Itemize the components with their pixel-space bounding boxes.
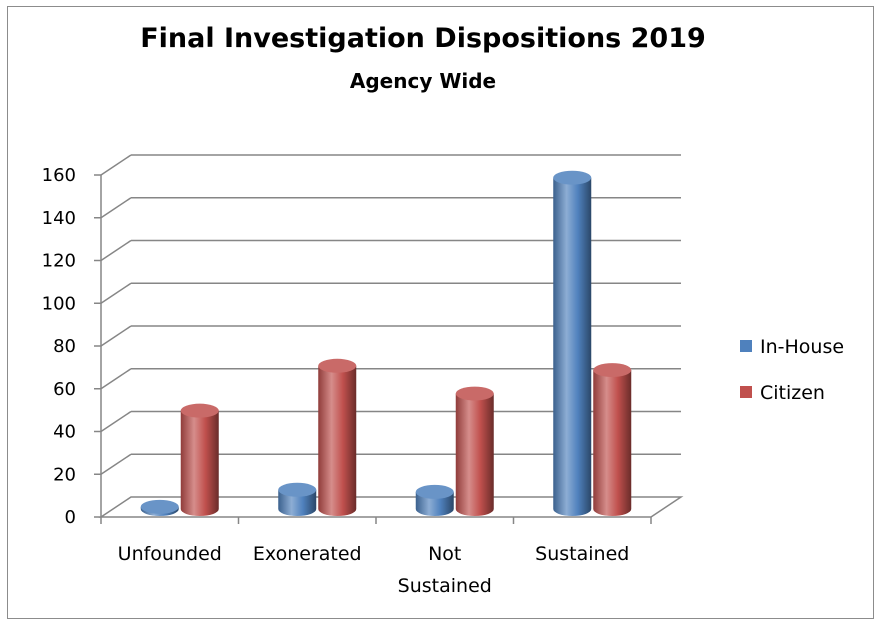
gridline-side <box>100 325 132 347</box>
bar-top <box>318 358 357 373</box>
gridline-side <box>100 197 132 219</box>
bars-layer <box>140 170 632 516</box>
y-tick-label: 160 <box>42 165 76 186</box>
x-category-label: Sustained <box>398 575 492 597</box>
bar-citizen-0 <box>180 403 219 516</box>
floor <box>98 496 684 518</box>
bar-body <box>553 177 592 516</box>
legend-swatch <box>740 386 752 398</box>
bar-in-house-1 <box>278 482 317 516</box>
bar-body <box>318 365 357 516</box>
bar-top <box>140 499 179 514</box>
chart-frame: Final Investigation Dispositions 2019 Ag… <box>7 6 874 619</box>
x-category-label: Not <box>428 543 461 565</box>
bar-top <box>553 170 592 185</box>
bar-in-house-3 <box>553 170 592 516</box>
bar-top <box>455 386 494 401</box>
bar-top <box>593 363 632 378</box>
gridline-side <box>100 368 132 390</box>
chart-subtitle: Agency Wide <box>350 69 496 93</box>
y-tick-label: 20 <box>53 464 76 485</box>
bar-citizen-3 <box>593 363 632 516</box>
legend-swatch <box>740 340 752 352</box>
bar-top <box>278 482 317 497</box>
chart-svg: Final Investigation Dispositions 2019 Ag… <box>42 23 844 597</box>
x-category-label: Unfounded <box>118 543 222 565</box>
y-tick-label: 40 <box>53 422 76 443</box>
bar-in-house-2 <box>415 484 454 516</box>
gridline-side <box>100 410 132 433</box>
gridline-side <box>100 154 132 176</box>
y-tick-label: 60 <box>53 379 76 400</box>
axis-layer: 0 20 40 60 80 100 120 140 160 Unfounded Exonerated… <box>42 165 684 597</box>
y-tick-label: 140 <box>42 208 76 229</box>
legend: In-House Citizen <box>740 336 844 404</box>
y-tick-label: 0 <box>65 507 76 528</box>
bar-body <box>593 370 632 516</box>
y-tick-label: 80 <box>53 336 76 357</box>
bar-body <box>180 410 219 516</box>
bar-citizen-2 <box>455 386 494 516</box>
x-category-label: Sustained <box>535 543 629 565</box>
bar-body <box>455 393 494 516</box>
legend-label: Citizen <box>760 382 825 404</box>
gridline-side <box>100 239 132 262</box>
bar-in-house-0 <box>140 499 179 516</box>
bar-body <box>278 489 317 516</box>
bar-top <box>180 403 219 418</box>
bar-citizen-1 <box>318 358 357 516</box>
gridline-side <box>100 453 132 475</box>
chart-title: Final Investigation Dispositions 2019 <box>140 23 706 54</box>
y-tick-label: 100 <box>42 293 76 314</box>
y-tick-label: 120 <box>42 251 76 272</box>
gridline-side <box>100 282 132 304</box>
legend-label: In-House <box>760 336 844 358</box>
bar-top <box>415 484 454 499</box>
x-category-label: Exonerated <box>253 543 362 565</box>
